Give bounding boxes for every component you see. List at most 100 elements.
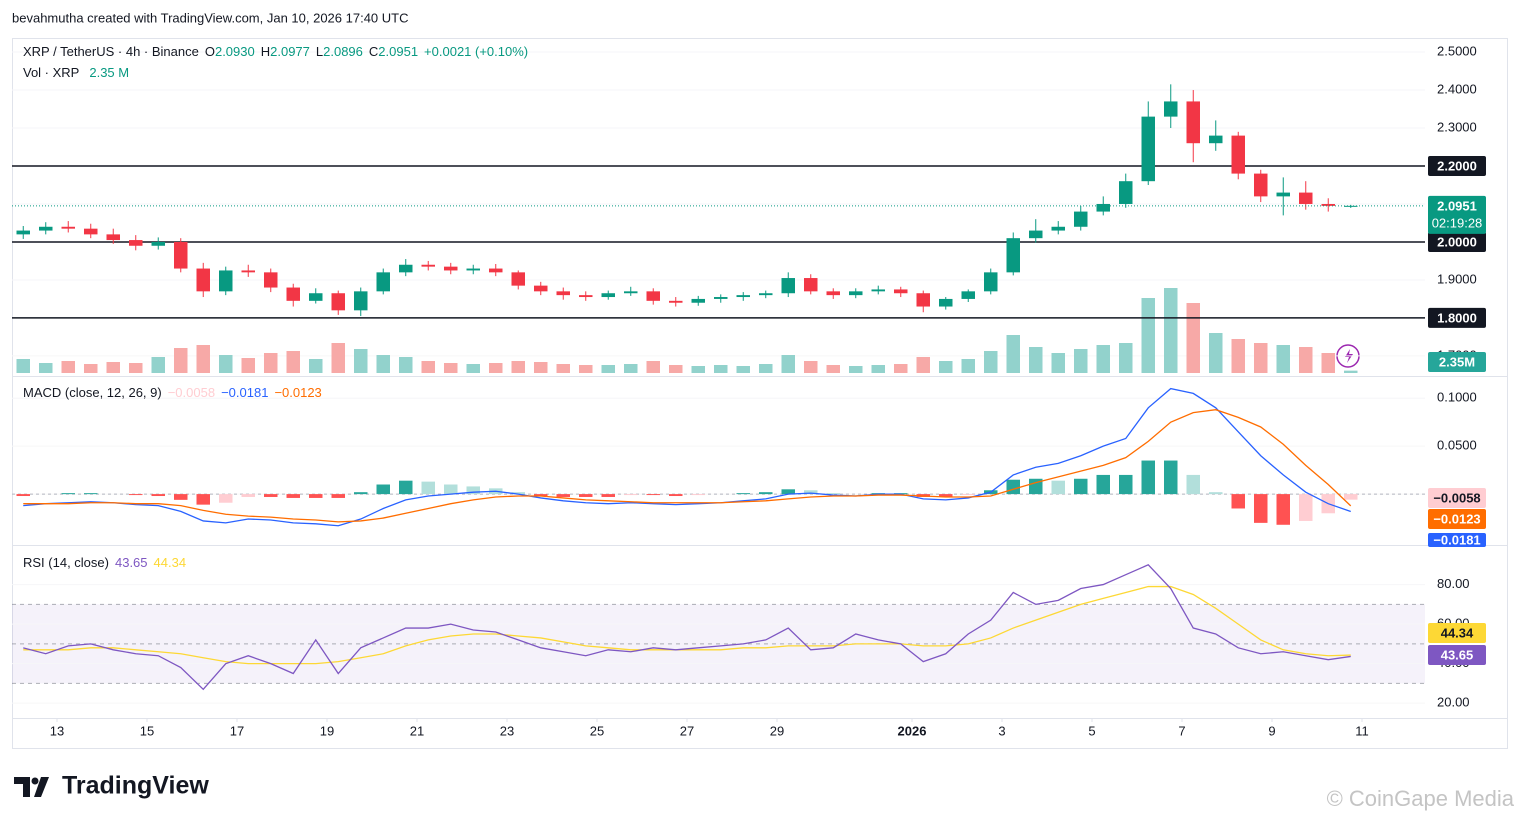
- rsi-ma-line: [23, 585, 1351, 665]
- macd-histogram-bar: [1299, 494, 1313, 521]
- c-key: C: [368, 44, 379, 59]
- volume-value: 2.35 M: [89, 65, 130, 80]
- chart-frame: [12, 38, 1508, 749]
- x-tick-label: 7: [1178, 723, 1185, 738]
- o-key: O: [204, 44, 215, 59]
- macd-histogram-bar: [1209, 492, 1223, 495]
- candle-body: [399, 264, 413, 273]
- y-tick-label: 80.00: [1437, 576, 1470, 591]
- last-price-box: [1428, 195, 1486, 234]
- macd-histogram-bar: [1051, 480, 1065, 495]
- volume-bar: [1344, 370, 1358, 373]
- volume-bar: [646, 361, 660, 373]
- candle-body: [1321, 203, 1335, 206]
- y-tick-label: 0.1000: [1437, 390, 1477, 405]
- macd-histogram-bar: [1344, 494, 1358, 500]
- signal-line: [23, 409, 1352, 523]
- x-tick-label: 17: [230, 723, 244, 738]
- volume-bar: [354, 349, 368, 373]
- macd-histogram-bar: [196, 494, 210, 505]
- h-value: 2.0977: [270, 44, 310, 59]
- ohlc: L2.0896: [316, 44, 363, 59]
- candle-body: [219, 270, 233, 292]
- macd-histogram-bar: [691, 494, 705, 496]
- candle-body: [1029, 230, 1043, 239]
- macd-histogram-bar: [1029, 478, 1043, 495]
- candle-body: [1074, 211, 1088, 227]
- volume-bar: [1074, 349, 1088, 373]
- volume-bar: [241, 358, 255, 373]
- rsi-legend: RSI (14, close) 43.65 44.34: [23, 555, 186, 570]
- macd-legend: MACD (close, 12, 26, 9) −0.0058 −0.0181 …: [23, 385, 322, 400]
- volume-bar: [174, 348, 188, 373]
- volume-bar: [1186, 303, 1200, 373]
- candle-body: [84, 228, 98, 235]
- candle-body: [1164, 101, 1178, 117]
- ma-tag: 44.34: [1441, 625, 1474, 640]
- y-tick-label: 2.3000: [1437, 119, 1477, 134]
- macd-histogram-bar: [759, 492, 773, 495]
- macd-histogram-bar: [579, 494, 593, 497]
- volume-bar: [939, 361, 953, 373]
- volume-bar: [1051, 353, 1065, 373]
- candle-body: [1276, 192, 1290, 197]
- macd-histogram-bar: [444, 484, 458, 495]
- macd-histogram-bar: [241, 494, 255, 497]
- volume-bar: [151, 357, 165, 373]
- rsi-line: [23, 564, 1351, 691]
- volume-legend: Vol · XRP 2.35 M: [23, 65, 129, 80]
- candle-body: [691, 298, 705, 303]
- volume-bar: [871, 365, 885, 373]
- volume-label-box: [1428, 352, 1486, 372]
- level-label: 2.2000: [1437, 158, 1477, 173]
- x-tick-label: 2026: [898, 723, 927, 738]
- x-tick-label: 21: [410, 723, 424, 738]
- volume-bar: [556, 364, 570, 373]
- level-label-box: [1428, 155, 1486, 176]
- volume-bar: [129, 363, 143, 373]
- macd-histogram-bar: [1006, 479, 1020, 495]
- volume-bar: [534, 362, 548, 373]
- candle-body: [916, 293, 930, 307]
- x-tick-label: 29: [770, 723, 784, 738]
- volume-bar: [759, 364, 773, 373]
- x-tick-label: 3: [998, 723, 1005, 738]
- candle-body: [871, 289, 885, 292]
- volume-bar: [466, 364, 480, 373]
- macd-tag-box: [1428, 533, 1486, 547]
- macd-histogram-bar: [669, 494, 683, 497]
- ma-last: 44.34: [153, 555, 187, 570]
- x-tick-label: 15: [140, 723, 154, 738]
- x-tick-label: 19: [320, 723, 334, 738]
- ohlc: O2.0930: [205, 44, 255, 59]
- candle-body: [151, 241, 165, 246]
- volume-bar: [399, 357, 413, 373]
- volume-bar: [669, 365, 683, 373]
- candle-body: [196, 268, 210, 292]
- volume-bar: [39, 363, 53, 373]
- volume-bar: [106, 362, 120, 373]
- volume-bar: [444, 363, 458, 373]
- macd-histogram-bar: [421, 481, 435, 495]
- ma-tag-box: [1428, 623, 1486, 643]
- ohlc: C2.0951: [369, 44, 418, 59]
- volume-bar: [984, 351, 998, 373]
- volume-bar: [1164, 288, 1178, 373]
- h-key: H: [260, 44, 271, 59]
- candle-body: [826, 291, 840, 296]
- macd-histogram-bar: [174, 494, 188, 500]
- candle-body: [129, 240, 143, 246]
- y-tick-label: 0.0500: [1437, 438, 1477, 453]
- candle-body: [759, 293, 773, 296]
- l-value: 2.0896: [323, 44, 363, 59]
- candle-body: [16, 230, 30, 235]
- macd-histogram-bar: [511, 492, 525, 495]
- credit: bevahmutha created with TradingView.com,…: [12, 10, 409, 25]
- volume-bar: [1299, 347, 1313, 373]
- volume-bar: [331, 343, 345, 373]
- candle-body: [601, 293, 615, 298]
- volume-bar: [1321, 353, 1335, 373]
- macd-histogram-bar: [601, 494, 615, 497]
- level-label-box: [1428, 231, 1486, 252]
